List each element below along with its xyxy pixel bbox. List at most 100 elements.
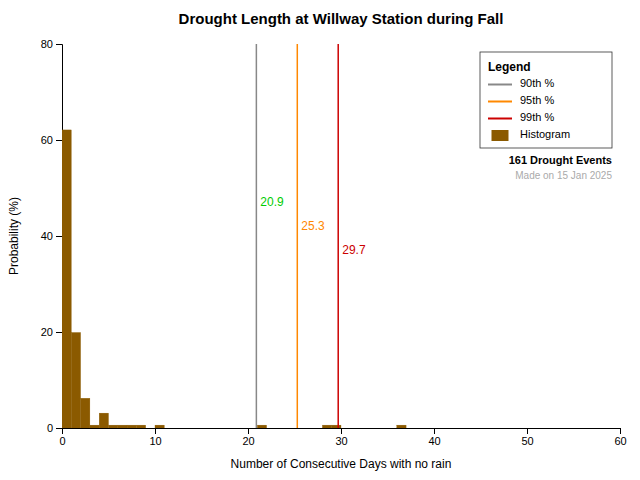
legend-title: Legend <box>488 60 531 74</box>
legend-swatch <box>492 131 508 141</box>
legend-swatch <box>488 84 512 86</box>
x-tick: 10 <box>149 428 161 447</box>
histogram-bar <box>276 428 285 429</box>
y-tick: 40 <box>41 230 62 242</box>
histogram-bar <box>118 425 127 428</box>
x-tick-label: 20 <box>242 435 254 447</box>
histogram-bar <box>332 425 341 428</box>
y-axis-line <box>56 45 63 429</box>
x-tick-mark <box>620 428 621 434</box>
title: Drought Length at Willway Station during… <box>179 10 504 27</box>
histogram-bar <box>583 428 592 429</box>
y-tick-mark <box>56 140 62 141</box>
legend-label: 99th % <box>520 111 554 123</box>
legend-frame <box>480 52 612 148</box>
histogram-bar <box>174 428 183 429</box>
histogram-bar <box>211 428 220 429</box>
histogram-bar <box>388 428 397 429</box>
histogram-bar <box>518 428 527 429</box>
histogram-bar <box>527 428 536 429</box>
histogram-bar <box>574 428 583 429</box>
histogram-bar <box>397 425 406 428</box>
histogram-bar <box>592 428 601 429</box>
x-axis: 0 10 20 30 40 50 60 <box>59 428 626 447</box>
histogram-bar <box>611 428 620 429</box>
histogram-bar <box>155 425 164 428</box>
histogram-bar <box>555 428 564 429</box>
legend-label: Histogram <box>520 128 570 140</box>
percentile-label: 20.9 <box>260 195 284 209</box>
x-axis-title: Number of Consecutive Days with no rain <box>231 457 452 471</box>
histogram-bar <box>341 428 350 429</box>
percentile-label: 29.7 <box>342 243 366 257</box>
x-tick-label: 60 <box>614 435 626 447</box>
histogram-bar <box>239 428 248 429</box>
histogram-bar <box>546 428 555 429</box>
x-tick-label: 0 <box>59 435 65 447</box>
x-tick-label: 50 <box>521 435 533 447</box>
x-tick-label: 10 <box>149 435 161 447</box>
histogram-bar <box>313 428 322 429</box>
histogram-bar <box>295 428 304 429</box>
x-tick-label: 40 <box>428 435 440 447</box>
x-tick: 20 <box>242 428 254 447</box>
histogram-bar <box>350 428 359 429</box>
histogram-bar <box>220 428 229 429</box>
percentile-line <box>297 44 299 428</box>
x-tick: 30 <box>335 428 347 447</box>
x-tick-mark <box>527 428 528 434</box>
histogram-bar <box>564 428 573 429</box>
x-tick-label: 30 <box>335 435 347 447</box>
legend: Legend 90th % 95th % 99th % Histogram <box>480 52 612 148</box>
histogram-bar <box>369 428 378 429</box>
percentile-labels: 20.9 25.3 29.7 <box>260 195 366 257</box>
legend-label: 90th % <box>520 77 554 89</box>
y-tick-mark <box>56 332 62 333</box>
x-tick-mark <box>248 428 249 434</box>
histogram-bar <box>360 428 369 429</box>
legend-swatch <box>488 118 512 120</box>
percentile-line <box>337 44 339 428</box>
legend-entry: 90th % <box>488 77 554 89</box>
y-tick-label: 40 <box>41 230 53 242</box>
y-axis: 0 20 40 60 80 <box>41 38 63 434</box>
legend-entry: Histogram <box>492 128 570 140</box>
x-tick: 60 <box>614 428 626 447</box>
histogram-bar <box>425 428 434 429</box>
y-tick-mark <box>56 428 62 429</box>
y-tick-label: 80 <box>41 38 53 50</box>
histogram-bar <box>471 428 480 429</box>
x-tick-mark <box>434 428 435 434</box>
histogram-bar <box>443 428 452 429</box>
y-axis-title: Probability (%) <box>7 197 21 275</box>
histogram-bar <box>81 398 90 428</box>
histogram-bar <box>285 428 294 429</box>
chart: 0 10 20 30 40 50 60 0 20 40 60 80 20.9 25.3 29.7 Drough… <box>0 0 640 480</box>
histogram-bar <box>136 425 145 428</box>
y-tick: 0 <box>47 422 62 434</box>
histogram-bar <box>90 425 99 428</box>
watermark: Made on 15 Jan 2025 <box>515 170 612 181</box>
percentile-label: 25.3 <box>301 219 325 233</box>
y-tick-label: 0 <box>47 422 53 434</box>
legend-label: 95th % <box>520 94 554 106</box>
y-tick: 60 <box>41 134 62 146</box>
x-tick-mark <box>155 428 156 434</box>
legend-entry: 95th % <box>488 94 554 106</box>
histogram-bar <box>202 428 211 429</box>
y-tick-label: 20 <box>41 326 53 338</box>
x-axis-line <box>63 429 621 435</box>
histogram-bar <box>601 428 610 429</box>
percentile-line <box>256 44 258 428</box>
histogram-bar <box>490 428 499 429</box>
y-tick-mark <box>56 236 62 237</box>
histogram-bar <box>109 425 118 428</box>
histogram-bar <box>183 428 192 429</box>
histogram-bar <box>62 130 71 428</box>
histogram-bar <box>378 428 387 429</box>
y-tick: 20 <box>41 326 62 338</box>
events-label: 161 Drought Events <box>509 154 612 166</box>
histogram-bar <box>71 332 80 428</box>
histogram-bar <box>499 428 508 429</box>
x-tick: 50 <box>521 428 533 447</box>
